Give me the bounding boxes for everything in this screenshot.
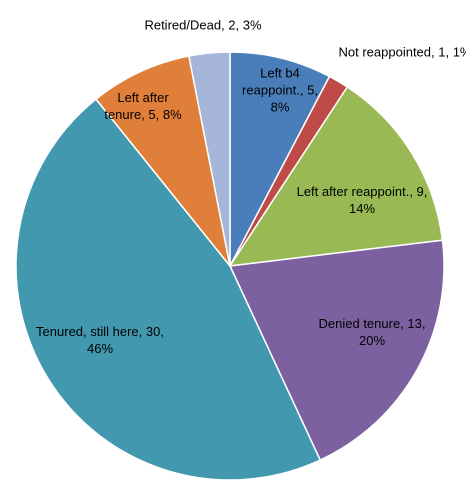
data-label: Left after tenure, 5, 8% bbox=[104, 90, 182, 122]
data-label: Denied tenure, 13, 20% bbox=[318, 316, 426, 348]
pie-slice bbox=[94, 55, 231, 267]
pie-slice bbox=[228, 85, 444, 267]
data-label: Left b4 reappoint., 5, 8% bbox=[242, 65, 318, 115]
data-label: Not reappointed, 1, 1% bbox=[338, 44, 466, 60]
pie-slice bbox=[228, 239, 445, 462]
data-label: Left after reappoint., 9, 14% bbox=[296, 184, 428, 216]
data-label: Tenured, still here, 30, 46% bbox=[36, 324, 164, 356]
pie-slice bbox=[188, 51, 231, 267]
pie-slice bbox=[15, 98, 322, 481]
pie-slice bbox=[229, 51, 331, 267]
data-label: Retired/Dead, 2, 3% bbox=[144, 17, 262, 33]
